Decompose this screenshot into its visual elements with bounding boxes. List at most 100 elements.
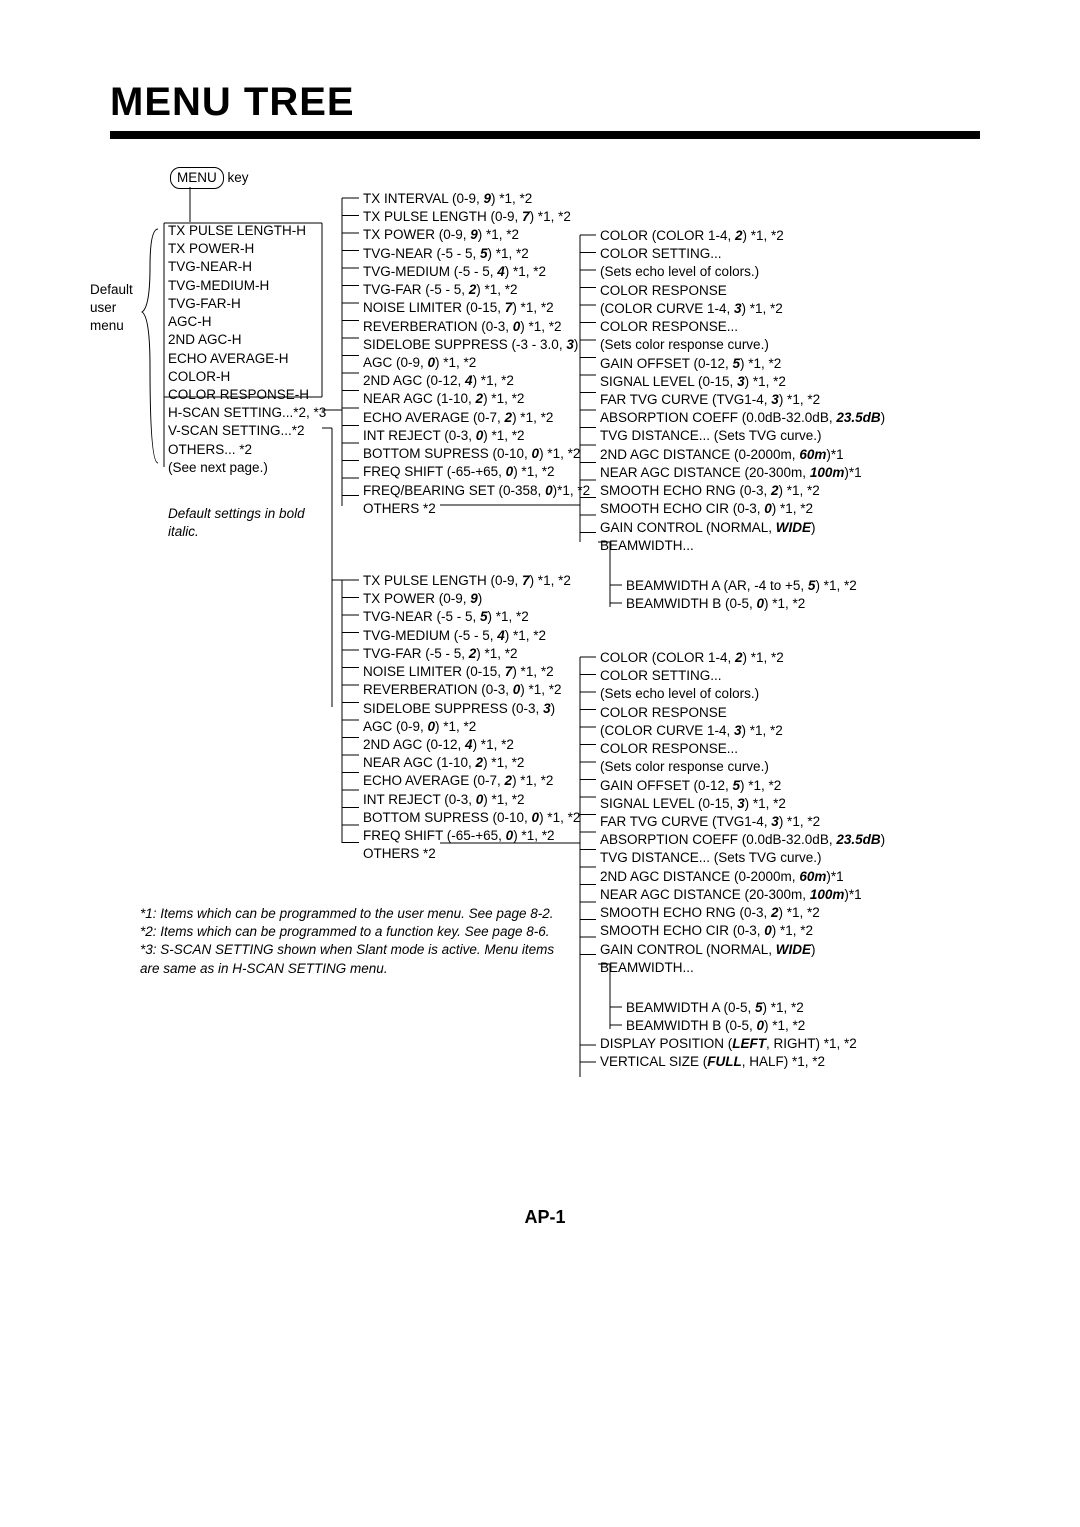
tree-item: TX INTERVAL (0-9, 9) *1, *2 xyxy=(363,190,590,208)
col3a: COLOR (COLOR 1-4, 2) *1, *2COLOR SETTING… xyxy=(600,227,885,555)
tree-item: BEAMWIDTH A (0-5, 5) *1, *2 xyxy=(626,999,805,1017)
tree-item: FAR TVG CURVE (TVG1-4, 3) *1, *2 xyxy=(600,813,885,831)
tree-item: COLOR RESPONSE xyxy=(600,282,885,300)
tree-item: GAIN OFFSET (0-12, 5) *1, *2 xyxy=(600,355,885,373)
tree-item: COLOR-H xyxy=(168,368,326,386)
col1: TX PULSE LENGTH-HTX POWER-HTVG-NEAR-HTVG… xyxy=(168,222,326,477)
tree-item: TX PULSE LENGTH-H xyxy=(168,222,326,240)
bl1: user xyxy=(90,299,133,317)
tree-item: REVERBERATION (0-3, 0) *1, *2 xyxy=(363,681,580,699)
tree-item: OTHERS *2 xyxy=(363,500,590,518)
tree-item: NEAR AGC DISTANCE (20-300m, 100m)*1 xyxy=(600,464,885,482)
tree-item: 2ND AGC (0-12, 4) *1, *2 xyxy=(363,736,580,754)
tree-item: italic. xyxy=(168,523,305,541)
tree-item: BEAMWIDTH... xyxy=(600,959,885,977)
tree-item: NOISE LIMITER (0-15, 7) *1, *2 xyxy=(363,663,580,681)
tree-item: TVG-FAR (-5 - 5, 2) *1, *2 xyxy=(363,281,590,299)
tree-item: TVG DISTANCE... (Sets TVG curve.) xyxy=(600,427,885,445)
tree-item: 2ND AGC (0-12, 4) *1, *2 xyxy=(363,372,590,390)
tree-item: 2ND AGC DISTANCE (0-2000m, 60m)*1 xyxy=(600,446,885,464)
tree-item: TVG-FAR-H xyxy=(168,295,326,313)
tree-item: TVG-FAR (-5 - 5, 2) *1, *2 xyxy=(363,645,580,663)
tree-item: TVG-NEAR-H xyxy=(168,258,326,276)
tree-item: COLOR RESPONSE xyxy=(600,704,885,722)
tree-item: 2ND AGC DISTANCE (0-2000m, 60m)*1 xyxy=(600,868,885,886)
tree-item: (Sets echo level of colors.) xyxy=(600,685,885,703)
tree-item: INT REJECT (0-3, 0) *1, *2 xyxy=(363,791,580,809)
tree-item: BEAMWIDTH A (AR, -4 to +5, 5) *1, *2 xyxy=(626,577,857,595)
tree-item: GAIN CONTROL (NORMAL, WIDE) xyxy=(600,941,885,959)
tree-item: COLOR RESPONSE... xyxy=(600,318,885,336)
tree-item: AGC-H xyxy=(168,313,326,331)
tree-item: *1: Items which can be programmed to the… xyxy=(140,905,554,923)
tree-item: BOTTOM SUPRESS (0-10, 0) *1, *2 xyxy=(363,809,580,827)
col3b-beamwidth: BEAMWIDTH A (0-5, 5) *1, *2BEAMWIDTH B (… xyxy=(626,999,805,1035)
tree-item: COLOR RESPONSE-H xyxy=(168,386,326,404)
tree-item: *3: S-SCAN SETTING shown when Slant mode… xyxy=(140,941,554,959)
col2a: TX INTERVAL (0-9, 9) *1, *2TX PULSE LENG… xyxy=(363,190,590,518)
tree-item: ABSORPTION COEFF (0.0dB-32.0dB, 23.5dB) xyxy=(600,409,885,427)
tree-item: TVG-NEAR (-5 - 5, 5) *1, *2 xyxy=(363,245,590,263)
tree-item: V-SCAN SETTING...*2 xyxy=(168,422,326,440)
brace-label: Default user menu xyxy=(90,281,133,336)
tree-item: ABSORPTION COEFF (0.0dB-32.0dB, 23.5dB) xyxy=(600,831,885,849)
key-suffix: key xyxy=(224,170,249,185)
tree-item: GAIN CONTROL (NORMAL, WIDE) xyxy=(600,519,885,537)
tree-item: COLOR SETTING... xyxy=(600,245,885,263)
tree-item: SIGNAL LEVEL (0-15, 3) *1, *2 xyxy=(600,373,885,391)
tree-item: TX POWER-H xyxy=(168,240,326,258)
tree-item: NEAR AGC (1-10, 2) *1, *2 xyxy=(363,754,580,772)
tree-item: SMOOTH ECHO RNG (0-3, 2) *1, *2 xyxy=(600,904,885,922)
title-rule xyxy=(110,131,980,139)
tree-item: GAIN OFFSET (0-12, 5) *1, *2 xyxy=(600,777,885,795)
tree-item: AGC (0-9, 0) *1, *2 xyxy=(363,354,590,372)
tree-item: *2: Items which can be programmed to a f… xyxy=(140,923,554,941)
tree-item: SMOOTH ECHO CIR (0-3, 0) *1, *2 xyxy=(600,500,885,518)
tree-item: REVERBERATION (0-3, 0) *1, *2 xyxy=(363,318,590,336)
tree-item: INT REJECT (0-3, 0) *1, *2 xyxy=(363,427,590,445)
tree-item: NEAR AGC (1-10, 2) *1, *2 xyxy=(363,390,590,408)
tree-item: TX POWER (0-9, 9) *1, *2 xyxy=(363,226,590,244)
tree-item: SIGNAL LEVEL (0-15, 3) *1, *2 xyxy=(600,795,885,813)
tree-item: H-SCAN SETTING...*2, *3 xyxy=(168,404,326,422)
tree-item: BEAMWIDTH... xyxy=(600,537,885,555)
tree-item: SMOOTH ECHO CIR (0-3, 0) *1, *2 xyxy=(600,922,885,940)
tree-item: TVG-MEDIUM (-5 - 5, 4) *1, *2 xyxy=(363,263,590,281)
tree-item: (COLOR CURVE 1-4, 3) *1, *2 xyxy=(600,722,885,740)
tree-item: (Sets color response curve.) xyxy=(600,336,885,354)
tree-item: COLOR SETTING... xyxy=(600,667,885,685)
tree-item: BOTTOM SUPRESS (0-10, 0) *1, *2 xyxy=(363,445,590,463)
tree-item: SIDELOBE SUPPRESS (-3 - 3.0, 3) xyxy=(363,336,590,354)
tree-item: NOISE LIMITER (0-15, 7) *1, *2 xyxy=(363,299,590,317)
tree-item: 2ND AGC-H xyxy=(168,331,326,349)
page-number: AP-1 xyxy=(110,1207,980,1228)
tree-item: VERTICAL SIZE (FULL, HALF) *1, *2 xyxy=(600,1053,857,1071)
tree-item: NEAR AGC DISTANCE (20-300m, 100m)*1 xyxy=(600,886,885,904)
tree-item: OTHERS... *2 xyxy=(168,441,326,459)
tree-item: FREQ SHIFT (-65-+65, 0) *1, *2 xyxy=(363,827,580,845)
tree-item: are same as in H-SCAN SETTING menu. xyxy=(140,960,554,978)
tree-item: (COLOR CURVE 1-4, 3) *1, *2 xyxy=(600,300,885,318)
tree-item: SMOOTH ECHO RNG (0-3, 2) *1, *2 xyxy=(600,482,885,500)
tree-item: ECHO AVERAGE-H xyxy=(168,350,326,368)
tree-item: BEAMWIDTH B (0-5, 0) *1, *2 xyxy=(626,595,857,613)
tree-item: FREQ/BEARING SET (0-358, 0)*1, *2 xyxy=(363,482,590,500)
bl2: menu xyxy=(90,317,133,335)
tree-item: TVG-MEDIUM (-5 - 5, 4) *1, *2 xyxy=(363,627,580,645)
tree-item: TX PULSE LENGTH (0-9, 7) *1, *2 xyxy=(363,208,590,226)
col3b: COLOR (COLOR 1-4, 2) *1, *2COLOR SETTING… xyxy=(600,649,885,977)
tree-item: AGC (0-9, 0) *1, *2 xyxy=(363,718,580,736)
tree-item: Default settings in bold xyxy=(168,505,305,523)
tree-item: (Sets color response curve.) xyxy=(600,758,885,776)
tree-item: TX PULSE LENGTH (0-9, 7) *1, *2 xyxy=(363,572,580,590)
col3a-beamwidth: BEAMWIDTH A (AR, -4 to +5, 5) *1, *2BEAM… xyxy=(626,577,857,613)
tree-item: BEAMWIDTH B (0-5, 0) *1, *2 xyxy=(626,1017,805,1035)
tree-item: TVG-MEDIUM-H xyxy=(168,277,326,295)
menu-key-label: MENU key xyxy=(170,167,249,189)
page-title: MENU TREE xyxy=(110,80,980,125)
tree-item: (See next page.) xyxy=(168,459,326,477)
tree-container: MENU key Default user menu TX PULSE LENG… xyxy=(110,167,980,1167)
tree-item: ECHO AVERAGE (0-7, 2) *1, *2 xyxy=(363,772,580,790)
footnotes: *1: Items which can be programmed to the… xyxy=(140,905,554,978)
tree-item: (Sets echo level of colors.) xyxy=(600,263,885,281)
